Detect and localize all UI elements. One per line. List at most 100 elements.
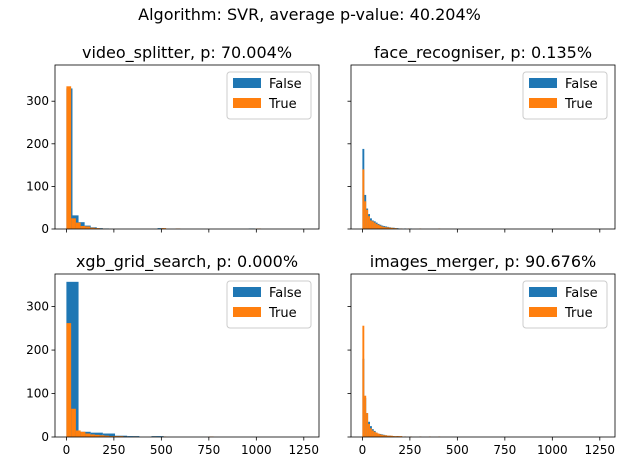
histogram-bar bbox=[71, 218, 76, 229]
histogram-bar bbox=[78, 222, 85, 229]
x-tick-label: 750 bbox=[493, 443, 516, 457]
histogram-bar bbox=[366, 209, 369, 229]
chart-panel-1: face_recogniser, p: 0.135% False True bbox=[347, 43, 616, 233]
histogram-bar bbox=[388, 435, 391, 437]
histogram-bar bbox=[80, 226, 86, 229]
x-tick-label: 750 bbox=[197, 443, 220, 457]
histogram-bar bbox=[364, 201, 367, 229]
chart-title: face_recogniser, p: 0.135% bbox=[374, 43, 592, 63]
series-false bbox=[66, 281, 164, 437]
legend: False True bbox=[226, 71, 312, 120]
histogram-bar bbox=[104, 435, 110, 437]
y-tick-label: 200 bbox=[26, 343, 49, 357]
histogram-bar bbox=[373, 431, 376, 437]
histogram-bar bbox=[388, 227, 391, 229]
histogram-bar bbox=[66, 323, 72, 437]
histogram-bar bbox=[385, 227, 388, 229]
histogram-bar bbox=[390, 435, 393, 437]
histogram-bar bbox=[383, 226, 386, 229]
histogram-bar bbox=[85, 226, 91, 229]
histogram-bar bbox=[371, 430, 374, 437]
series-false bbox=[362, 358, 422, 437]
y-tick-label: 100 bbox=[26, 179, 49, 193]
x-tick-label: 0 bbox=[359, 443, 367, 457]
legend: False True bbox=[522, 280, 608, 329]
legend-swatch bbox=[233, 98, 261, 108]
histogram-bar bbox=[161, 228, 167, 229]
histogram-bar bbox=[379, 225, 382, 229]
x-tick-label: 0 bbox=[63, 443, 71, 457]
histogram-bar bbox=[369, 428, 372, 437]
histogram-bar bbox=[394, 228, 397, 229]
histogram-bar bbox=[394, 436, 397, 437]
histogram-bar bbox=[385, 435, 388, 437]
x-tick-label: 250 bbox=[398, 443, 421, 457]
histogram-bar bbox=[368, 423, 370, 437]
histogram-bar bbox=[75, 222, 81, 229]
histogram-bar bbox=[369, 220, 372, 229]
legend-label: False bbox=[269, 77, 302, 92]
legend-label: True bbox=[268, 97, 297, 112]
histogram-bar bbox=[75, 430, 81, 437]
histogram-bar bbox=[102, 433, 116, 437]
histogram-bar bbox=[383, 435, 386, 437]
histogram-bar bbox=[80, 431, 86, 437]
histogram-bar bbox=[94, 434, 100, 437]
legend: False True bbox=[226, 280, 312, 329]
histogram-bar bbox=[71, 408, 76, 437]
legend-swatch bbox=[233, 307, 261, 317]
x-tick-label: 250 bbox=[102, 443, 125, 457]
histogram-bar bbox=[396, 436, 399, 437]
histogram-bar bbox=[368, 216, 370, 229]
legend-swatch bbox=[233, 287, 261, 297]
y-tick-label: 200 bbox=[26, 137, 49, 151]
histogram-bar bbox=[373, 222, 376, 229]
x-tick-label: 1000 bbox=[537, 443, 568, 457]
histogram-bar bbox=[151, 436, 164, 437]
chart-title: video_splitter, p: 70.004% bbox=[82, 43, 292, 63]
histogram-bar bbox=[381, 434, 384, 437]
chart-panel-3: images_merger, p: 90.676% 0 250 500 750 1000 1… bbox=[347, 252, 616, 457]
x-tick-label: 1000 bbox=[241, 443, 272, 457]
histogram-bar bbox=[375, 223, 378, 229]
histogram-bar bbox=[387, 435, 389, 437]
histogram-bar bbox=[377, 433, 380, 437]
legend-label: True bbox=[564, 306, 593, 321]
x-tick-label: 1250 bbox=[585, 443, 616, 457]
histogram-bar bbox=[113, 436, 119, 437]
chart-panel-2: xgb_grid_search, p: 0.000%0 250 500 750 1000… bbox=[26, 252, 320, 457]
histogram-bar bbox=[377, 224, 380, 229]
legend-swatch bbox=[529, 307, 557, 317]
histogram-bar bbox=[157, 228, 164, 229]
histogram-bar bbox=[366, 413, 369, 437]
histogram-bar bbox=[375, 432, 378, 437]
y-tick-label: 0 bbox=[41, 222, 49, 236]
histogram-bar bbox=[94, 228, 100, 229]
y-tick-label: 0 bbox=[41, 430, 49, 444]
legend-label: False bbox=[269, 286, 302, 301]
axes-frame bbox=[350, 64, 616, 230]
x-tick-label: 1250 bbox=[289, 443, 320, 457]
histogram-bar bbox=[398, 436, 401, 437]
legend-label: False bbox=[565, 77, 598, 92]
legend: False True bbox=[522, 71, 608, 120]
histogram-bar bbox=[392, 228, 395, 229]
histogram-bar bbox=[371, 221, 374, 229]
axes-frame bbox=[54, 64, 320, 230]
histogram-bar bbox=[379, 434, 382, 437]
legend-label: True bbox=[564, 97, 593, 112]
axes-frame bbox=[350, 273, 616, 438]
axes-frame bbox=[54, 273, 320, 438]
chart-title: xgb_grid_search, p: 0.000% bbox=[76, 252, 298, 272]
series-true bbox=[362, 169, 441, 229]
histogram-bar bbox=[90, 227, 95, 229]
histogram-bar bbox=[390, 227, 393, 229]
histogram-bar bbox=[99, 435, 105, 437]
histogram-bar bbox=[400, 436, 403, 437]
legend-swatch bbox=[233, 78, 261, 88]
histogram-bar bbox=[392, 436, 395, 437]
legend-label: True bbox=[268, 306, 297, 321]
chart-panel-0: video_splitter, p: 70.004% 0 100 200 300 Fals… bbox=[26, 43, 320, 236]
histogram-bar bbox=[362, 325, 365, 437]
